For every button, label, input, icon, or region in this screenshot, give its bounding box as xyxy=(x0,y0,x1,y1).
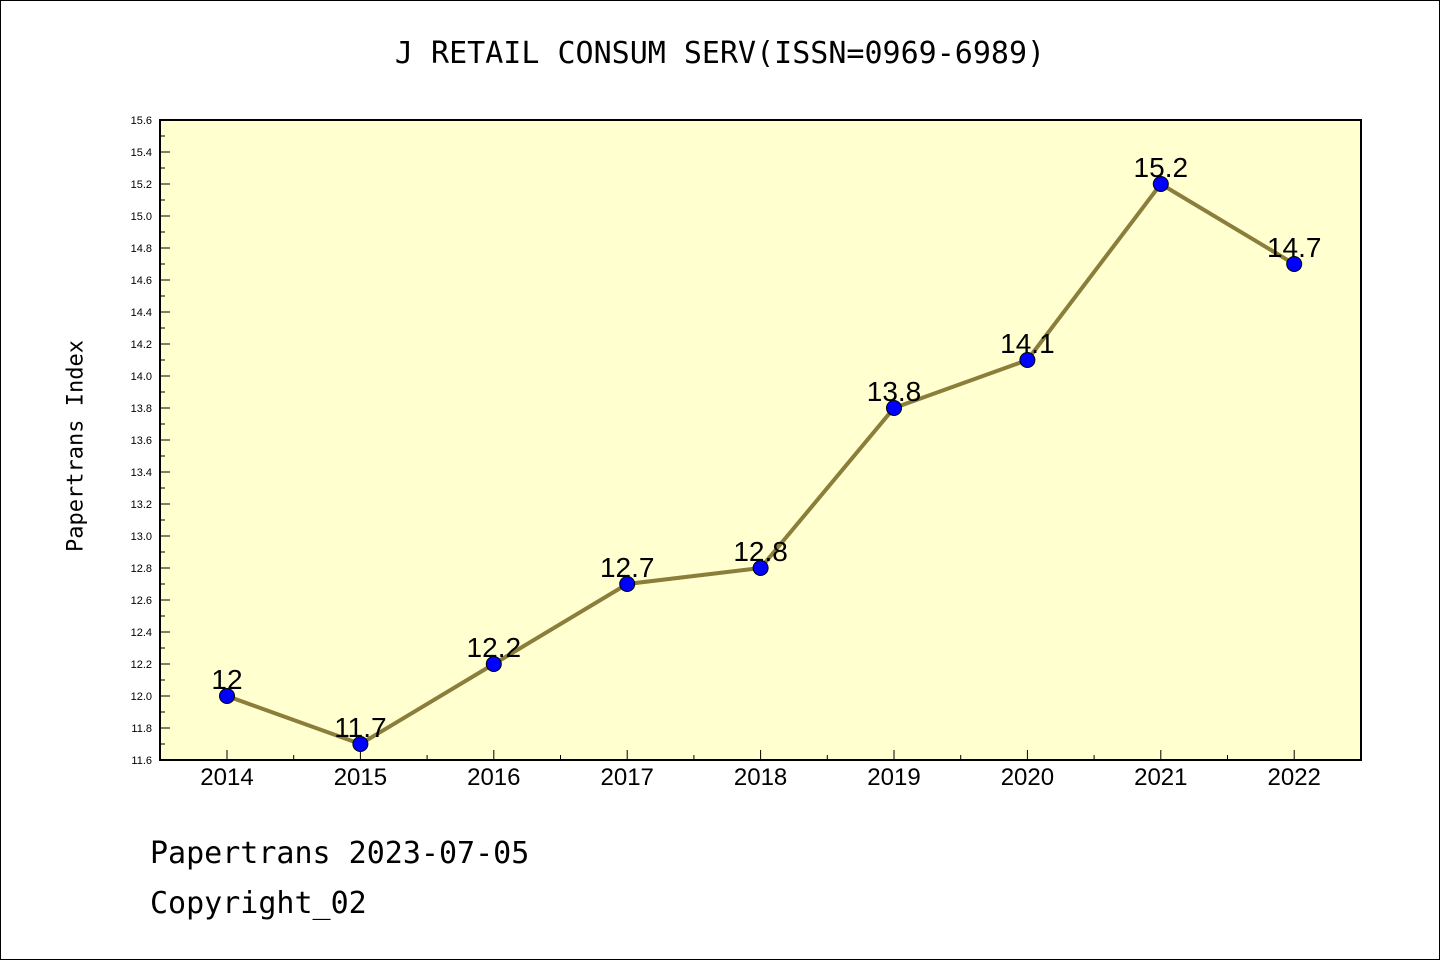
y-tick-label: 13.2 xyxy=(131,499,152,511)
y-tick-label: 14.4 xyxy=(131,307,152,319)
data-point xyxy=(619,576,636,592)
x-tick-label: 2022 xyxy=(1268,764,1321,791)
y-tick-label: 11.8 xyxy=(131,723,152,735)
y-axis-ticks: 11.6 11.8 12.0 12.2 12.4 12.6 12.8 13.0 13.2 13.4… xyxy=(131,115,170,767)
y-tick-label: 12.4 xyxy=(131,627,152,639)
x-tick-label: 2015 xyxy=(334,764,387,791)
chart-title: J RETAIL CONSUM SERV(ISSN=0969-6989) xyxy=(394,36,1046,71)
data-labels: 12 11.7 12.2 12.7 12.8 13.8 14.1 15.2 14.7 xyxy=(211,152,1321,743)
y-tick-label: 13.4 xyxy=(131,467,152,479)
data-label: 12.2 xyxy=(467,632,522,663)
data-label: 14.1 xyxy=(1000,328,1055,359)
x-tick-label: 2016 xyxy=(467,764,520,791)
y-tick-label: 14.8 xyxy=(131,243,152,255)
x-axis-ticks: 2014 2015 2016 2017 2018 2019 2020 2021 2022 xyxy=(200,750,1321,791)
y-tick-label: 12.0 xyxy=(131,691,152,703)
data-point xyxy=(752,560,769,576)
y-tick-label: 14.6 xyxy=(131,275,152,287)
data-label: 14.7 xyxy=(1267,232,1322,263)
y-tick-label: 12.6 xyxy=(131,595,152,607)
data-point xyxy=(1019,352,1036,368)
y-tick-label: 13.8 xyxy=(131,403,152,415)
x-tick-label: 2021 xyxy=(1134,764,1187,791)
y-tick-label: 13.0 xyxy=(131,531,152,543)
x-tick-label: 2019 xyxy=(867,764,920,791)
data-point xyxy=(219,688,235,704)
data-point xyxy=(1286,256,1303,272)
data-point xyxy=(886,400,902,416)
y-tick-label: 13.6 xyxy=(131,435,152,447)
data-label: 15.2 xyxy=(1134,152,1189,183)
y-tick-label: 14.2 xyxy=(131,339,152,351)
data-markers xyxy=(219,176,1303,752)
y-tick-label: 12.8 xyxy=(131,563,152,575)
y-tick-label: 15.4 xyxy=(131,147,152,159)
y-tick-label: 12.2 xyxy=(131,659,152,671)
x-tick-label: 2014 xyxy=(200,764,253,791)
footer-copyright: Copyright_02 xyxy=(150,886,367,921)
data-label: 11.7 xyxy=(334,712,386,743)
data-label: 12 xyxy=(211,664,242,695)
footer-date: Papertrans 2023-07-05 xyxy=(150,836,530,871)
data-label: 13.8 xyxy=(867,376,922,407)
data-point xyxy=(352,736,369,752)
x-tick-label: 2018 xyxy=(734,764,787,791)
plot-area xyxy=(160,120,1361,760)
x-tick-label: 2017 xyxy=(601,764,654,791)
data-label: 12.8 xyxy=(733,536,788,567)
y-tick-label: 11.6 xyxy=(131,755,152,767)
data-label: 12.7 xyxy=(600,552,655,583)
plot-border xyxy=(159,119,1362,761)
data-point xyxy=(485,656,502,672)
data-point xyxy=(1152,176,1169,192)
y-tick-label: 15.6 xyxy=(131,115,152,127)
y-tick-label: 15.2 xyxy=(131,179,152,191)
y-tick-label: 14.0 xyxy=(131,371,152,383)
x-tick-label: 2020 xyxy=(1001,764,1054,791)
y-tick-label: 15.0 xyxy=(131,211,152,223)
